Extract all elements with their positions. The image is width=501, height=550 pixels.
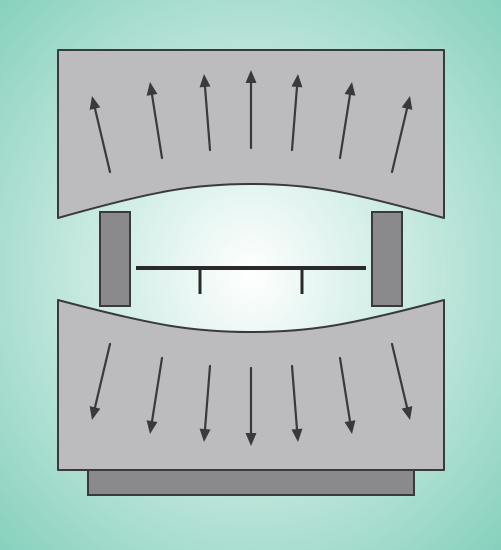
right-pillar [372,212,402,306]
left-pillar [100,212,130,306]
diagram-container: { "diagram": { "type": "infographic", "c… [0,0,501,550]
diagram-svg [0,0,501,550]
base-slab [88,470,414,495]
